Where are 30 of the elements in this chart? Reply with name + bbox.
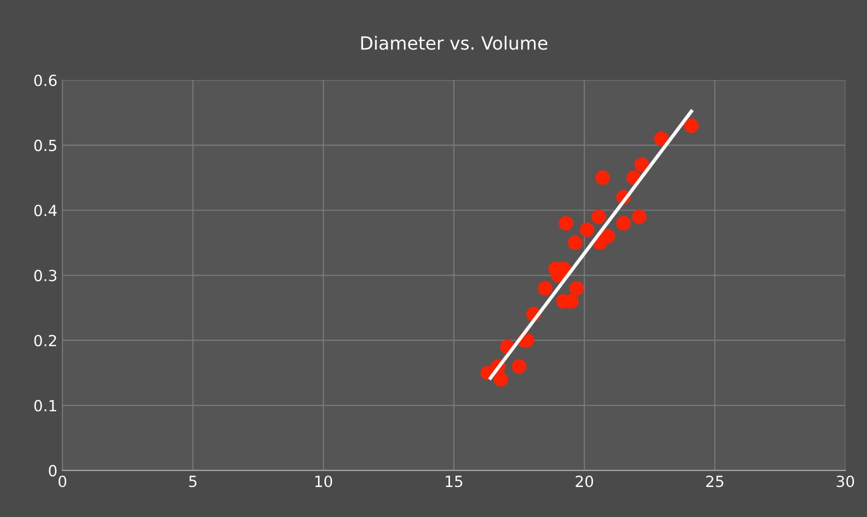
point bbox=[512, 359, 526, 374]
y-tick-label: 0.2 bbox=[34, 334, 56, 346]
chart-title: Diameter vs. Volume bbox=[361, 36, 548, 50]
point bbox=[494, 372, 508, 387]
y-tick-label: 0.5 bbox=[34, 140, 56, 152]
point bbox=[558, 216, 574, 231]
point bbox=[591, 209, 606, 224]
y-tick-label: 0.3 bbox=[34, 270, 56, 282]
point bbox=[568, 235, 583, 250]
x-tick-label: 10 bbox=[315, 476, 332, 488]
x-tick-label: 5 bbox=[189, 476, 196, 488]
point bbox=[684, 118, 699, 133]
y-tick-label: 0.1 bbox=[34, 400, 56, 412]
point bbox=[580, 222, 594, 238]
point bbox=[538, 281, 552, 296]
point bbox=[632, 209, 646, 224]
x-tick-label: 20 bbox=[576, 476, 594, 488]
point bbox=[600, 228, 616, 244]
y-tick-label: 0.6 bbox=[34, 74, 57, 86]
x-tick-label: 25 bbox=[706, 476, 724, 488]
point bbox=[654, 131, 669, 146]
point bbox=[569, 281, 584, 296]
y-tick-label: 0 bbox=[48, 464, 57, 476]
x-tick-label: 15 bbox=[446, 476, 462, 488]
point bbox=[616, 216, 631, 231]
y-tick-label: 0.4 bbox=[34, 204, 57, 216]
x-tick-label: 0 bbox=[58, 476, 66, 488]
point bbox=[595, 170, 610, 185]
point bbox=[634, 157, 650, 172]
x-tick-label: 30 bbox=[836, 476, 854, 488]
